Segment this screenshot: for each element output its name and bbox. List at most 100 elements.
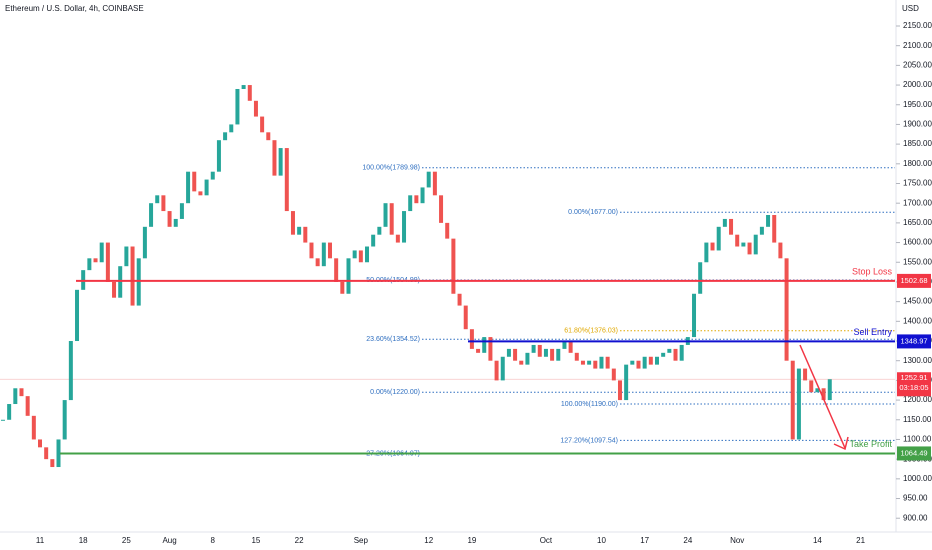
x-tick-label: 11 <box>36 536 45 545</box>
candle <box>50 459 55 468</box>
candle <box>414 195 419 204</box>
candle <box>352 250 357 259</box>
price-badge <box>897 334 931 349</box>
candle <box>266 132 271 141</box>
countdown: 03:18:05 <box>899 383 928 392</box>
candle <box>803 368 808 381</box>
candle <box>580 360 585 365</box>
candle <box>192 171 197 192</box>
last-price-badge <box>897 372 931 397</box>
fib-label: 0.00%(1677.00) <box>568 209 618 216</box>
candle <box>821 388 826 401</box>
candle <box>426 171 431 188</box>
candle <box>161 195 166 212</box>
y-tick-label: 1650.00 <box>903 218 932 227</box>
x-tick-label: 19 <box>467 536 476 545</box>
price-badge-label: 1502.68 <box>900 276 927 285</box>
arrow <box>799 344 849 451</box>
price-badge-label: 1348.97 <box>900 336 927 345</box>
candle <box>346 258 351 294</box>
candle <box>321 242 326 267</box>
candle <box>710 242 715 251</box>
candle <box>62 400 67 440</box>
candle <box>241 85 246 89</box>
x-tick-label: 14 <box>813 536 822 545</box>
candle <box>463 305 468 330</box>
x-tick-label: 21 <box>856 536 865 545</box>
candle <box>809 380 814 393</box>
currency: USD <box>902 4 919 13</box>
candle <box>617 380 622 401</box>
candle <box>223 132 228 141</box>
candle <box>753 234 758 255</box>
candle <box>75 289 80 342</box>
candle <box>648 356 653 365</box>
y-tick-label: 900.00 <box>903 513 928 522</box>
candle <box>408 195 413 212</box>
y-tick-label: 1400.00 <box>903 316 932 325</box>
candle <box>679 344 684 361</box>
candle <box>358 250 363 263</box>
candle <box>790 360 795 440</box>
price-badge <box>897 446 931 461</box>
candle <box>44 447 49 460</box>
candle <box>655 356 659 365</box>
candle <box>716 226 721 251</box>
candle <box>179 203 184 219</box>
candle <box>445 222 450 239</box>
arrow-line <box>799 344 846 449</box>
fib-label: 0.00%(1220.00) <box>370 389 420 396</box>
candle <box>371 234 376 247</box>
x-tick-label: Nov <box>730 536 744 545</box>
candle <box>661 352 666 357</box>
candle <box>784 258 789 361</box>
y-tick-label: 1750.00 <box>903 179 932 188</box>
candle <box>636 360 641 369</box>
candle <box>778 242 783 259</box>
candle <box>667 348 672 353</box>
y-tick-label: 1550.00 <box>903 257 932 266</box>
x-tick-label: 25 <box>122 536 131 545</box>
candle <box>457 293 462 306</box>
candle <box>395 234 400 243</box>
candle <box>568 341 573 353</box>
candle <box>506 348 511 357</box>
candle <box>815 388 820 393</box>
x-tick-label: 18 <box>79 536 88 545</box>
candle <box>531 344 536 353</box>
candle <box>550 348 555 361</box>
y-tick-label: 1200.00 <box>903 395 932 404</box>
y-tick-label: 2050.00 <box>903 60 932 69</box>
x-tick-label: Sep <box>354 536 369 545</box>
x-tick-label: Aug <box>162 536 176 545</box>
candle <box>278 148 283 176</box>
fib-label: 23.60%(1354.52) <box>366 336 420 343</box>
candle <box>451 238 456 294</box>
candle <box>513 348 518 361</box>
candle <box>642 356 647 369</box>
candle <box>741 242 746 247</box>
candle <box>13 388 18 405</box>
candle <box>186 171 191 204</box>
candle <box>747 242 752 255</box>
candle <box>476 348 481 353</box>
candle <box>556 348 561 361</box>
candle <box>611 368 616 381</box>
y-tick-label: 2150.00 <box>903 21 932 30</box>
candle <box>204 179 209 196</box>
candle <box>500 356 505 381</box>
candle <box>167 211 172 227</box>
fib-label: 127.20%(1097.54) <box>560 437 618 444</box>
candle <box>340 281 345 294</box>
x-tick-label: Oct <box>540 536 553 545</box>
y-tick-label: 2000.00 <box>903 80 932 89</box>
candle <box>315 258 320 267</box>
candle <box>766 215 771 227</box>
candle <box>562 341 567 349</box>
candle <box>118 266 123 298</box>
x-tick-label: 8 <box>211 536 216 545</box>
candle <box>229 124 234 133</box>
candle <box>537 344 542 357</box>
candle <box>389 203 394 235</box>
